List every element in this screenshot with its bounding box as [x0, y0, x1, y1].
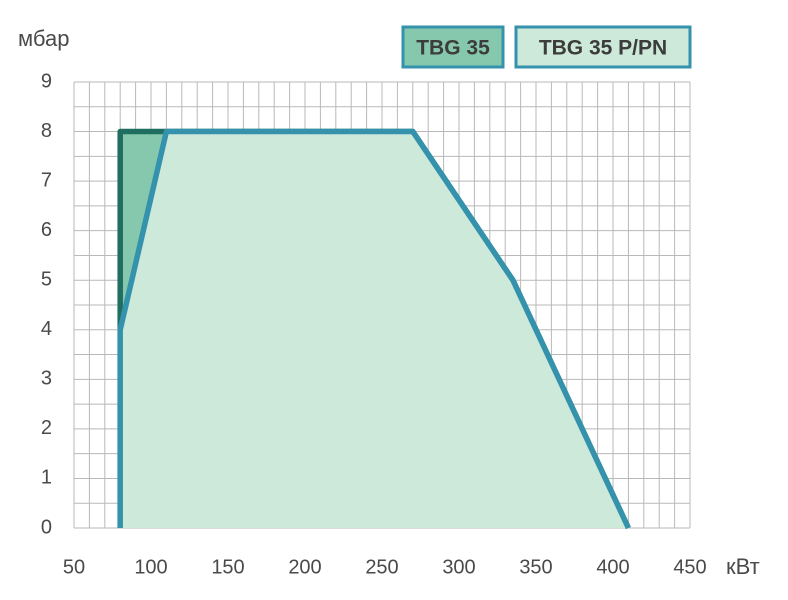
area-fill	[120, 131, 629, 529]
x-axis-label: кВт	[726, 554, 760, 579]
y-tick-label: 6	[41, 219, 52, 241]
x-tick-label: 250	[365, 556, 398, 578]
y-tick-label: 3	[41, 368, 52, 390]
x-tick-label: 200	[288, 556, 321, 578]
x-tick-label: 300	[442, 556, 475, 578]
x-tick-label: 350	[519, 556, 552, 578]
x-tick-label: 50	[63, 556, 85, 578]
legend-swatch	[514, 25, 692, 69]
area-outline	[117, 128, 631, 530]
y-tick-label: 1	[41, 467, 52, 489]
legend-label: TBG 35	[416, 37, 490, 60]
legend-label: TBG 35 P/PN	[539, 37, 667, 60]
y-tick-label: 5	[41, 269, 52, 291]
y-tick-label: 4	[41, 318, 52, 340]
y-tick-label: 9	[41, 70, 52, 92]
y-axis-label: мбар	[18, 26, 69, 51]
x-tick-label: 450	[673, 556, 706, 578]
y-tick-label: 8	[41, 120, 52, 142]
legend-swatch	[401, 25, 505, 69]
x-tick-label: 150	[211, 556, 244, 578]
y-tick-label: 7	[41, 169, 52, 191]
x-tick-label: 100	[134, 556, 167, 578]
y-tick-label: 0	[41, 516, 52, 538]
y-tick-label: 2	[41, 417, 52, 439]
x-tick-label: 400	[596, 556, 629, 578]
